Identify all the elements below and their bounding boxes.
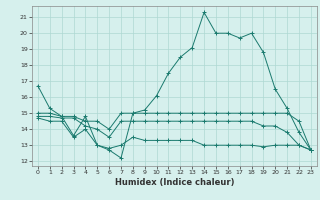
X-axis label: Humidex (Indice chaleur): Humidex (Indice chaleur): [115, 178, 234, 187]
